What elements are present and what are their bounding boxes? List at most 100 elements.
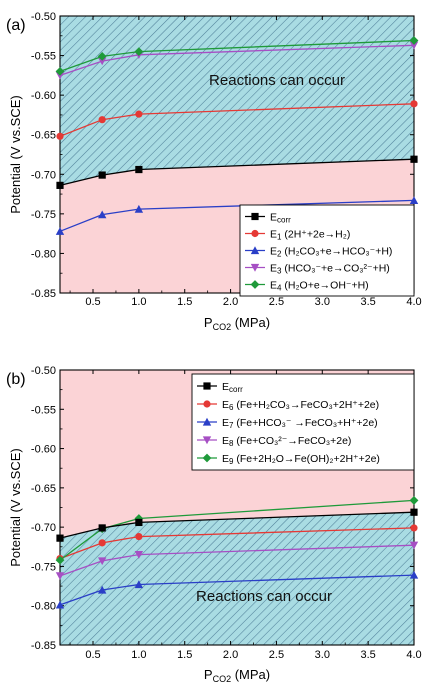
legend-marker-e6 (203, 400, 211, 408)
data-point-e7 (97, 585, 107, 594)
legend-label-e2: E2 (H₂CO₃+e→HCO₃⁻+H) (270, 246, 392, 259)
x-tick-label: 4.0 (406, 649, 421, 661)
y-tick-label: -0.55 (31, 404, 56, 416)
data-point-e2 (409, 196, 419, 205)
y-tick-label: -0.70 (31, 522, 56, 534)
series-line-e1 (59, 103, 415, 137)
legend-label-e4: E4 (H₂O+e→OH⁻+H) (270, 280, 369, 293)
y-tick-label: -0.50 (31, 11, 56, 23)
legend-label-e3: E3 (HCO₃⁻+e→CO₃²⁻+H) (270, 263, 390, 276)
legend-box (239, 204, 415, 297)
y-tick-label: -0.70 (31, 169, 56, 181)
data-point-e1 (98, 116, 106, 124)
chart-panel-a: -0.85 -0.80 -0.75 -0.70 -0.65 -0.60 -0.55 -0.50… (6, 11, 422, 332)
hatched-region (60, 512, 414, 645)
legend-label-ecorr: Ecorr (270, 212, 291, 225)
y-tick-label: -0.50 (31, 365, 56, 377)
x-tick-label: 3.5 (360, 296, 375, 308)
chart-panel-b: -0.85 -0.80 -0.75 -0.70 -0.65 -0.60 -0.55 -0.50… (6, 365, 422, 684)
legend-marker-e3 (250, 263, 260, 272)
x-tick-label: 1.0 (131, 649, 146, 661)
data-point-e8 (134, 551, 144, 559)
data-point-e7 (134, 580, 144, 589)
legend-label-e1: E1 (2H⁺+2e→H₂) (270, 229, 350, 242)
legend-marker-e2 (250, 246, 260, 255)
legend-marker-e8 (202, 436, 212, 445)
x-axis-label: PCO2 (MPa) (204, 667, 270, 684)
data-point-e2 (134, 204, 144, 213)
x-tick-label: 3.0 (315, 649, 330, 661)
data-point-e3 (97, 57, 107, 66)
panel-label: (a) (6, 17, 26, 34)
x-axis-label: PCO2 (MPa) (204, 315, 270, 332)
hatched-region (60, 16, 414, 186)
data-point-ecorr (410, 508, 418, 516)
y-tick-label: -0.60 (31, 444, 56, 456)
x-tick-label: 1.0 (131, 296, 146, 308)
x-tick-label: 1.5 (177, 296, 192, 308)
legend-marker-e7 (202, 417, 212, 426)
legend-marker-ecorr (203, 382, 211, 390)
data-point-e6 (98, 539, 106, 547)
annotation-reactions: Reactions can occur (196, 588, 332, 605)
y-tick-label: -0.65 (31, 130, 56, 142)
x-tick-label: 2.0 (223, 296, 238, 308)
data-point-e1 (135, 110, 143, 118)
legend-marker-e1 (251, 229, 259, 238)
data-point-ecorr (56, 181, 64, 189)
series-line-e4 (59, 39, 415, 73)
data-point-ecorr (135, 165, 143, 174)
series-line-e7 (59, 574, 415, 606)
data-point-e3 (409, 41, 419, 50)
y-tick-label: -0.75 (31, 561, 56, 573)
y-tick-label: -0.80 (31, 248, 56, 260)
series-line-ecorr (59, 158, 415, 187)
x-tick-label: 2.5 (269, 296, 284, 308)
data-point-e2 (55, 227, 65, 235)
y-tick-label: -0.55 (31, 51, 56, 63)
data-point-e1 (56, 132, 64, 140)
data-point-e9 (55, 555, 65, 565)
data-point-e8 (97, 557, 107, 566)
data-point-e9 (409, 496, 419, 505)
data-point-e4 (409, 36, 419, 45)
y-axis-label: Potential (V vs.SCE) (8, 95, 23, 214)
legend-marker-e4 (250, 280, 260, 289)
annotation-reactions: Reactions can occur (209, 72, 345, 89)
data-point-e8 (55, 572, 65, 581)
legend-marker-e9 (202, 453, 212, 463)
x-tick-label: 3.0 (315, 296, 330, 308)
data-point-e6 (135, 532, 143, 541)
data-point-e4 (55, 67, 65, 76)
x-tick-label: 2.0 (223, 649, 238, 661)
panel-label: (b) (6, 371, 26, 388)
y-tick-label: -0.75 (31, 209, 56, 221)
legend-box (191, 373, 415, 471)
data-point-e6 (410, 524, 418, 532)
y-tick-label: -0.85 (31, 288, 56, 300)
legend-marker-ecorr (251, 212, 259, 221)
legend-label-ecorr: Ecorr (222, 381, 243, 394)
data-point-e8 (409, 541, 419, 550)
x-tick-label: 3.5 (360, 649, 375, 661)
data-point-e4 (134, 47, 144, 57)
data-point-ecorr (56, 534, 64, 542)
data-point-e7 (409, 570, 419, 579)
data-point-e2 (97, 210, 107, 219)
y-tick-label: -0.60 (31, 90, 56, 102)
series-line-e6 (59, 527, 415, 560)
y-axis-label: Potential (V vs.SCE) (8, 448, 23, 567)
y-tick-label: -0.65 (31, 483, 56, 495)
data-point-ecorr (98, 524, 106, 532)
legend-label-e7: E7 (Fe+HCO₃⁻ →FeCO₃+H⁺+2e) (222, 417, 378, 430)
legend-label-e8: E8 (Fe+CO₃²⁻→FeCO₃+2e) (222, 435, 351, 448)
x-tick-label: 0.5 (85, 296, 100, 308)
data-point-e7 (55, 600, 65, 609)
data-point-ecorr (98, 171, 106, 179)
legend-label-e6: E6 (Fe+H₂CO₃→FeCO₃+2H⁺+2e) (222, 399, 379, 412)
data-point-ecorr (135, 518, 143, 527)
x-tick-label: 4.0 (406, 296, 421, 308)
series-line-e9 (59, 499, 415, 561)
data-point-ecorr (410, 155, 418, 163)
